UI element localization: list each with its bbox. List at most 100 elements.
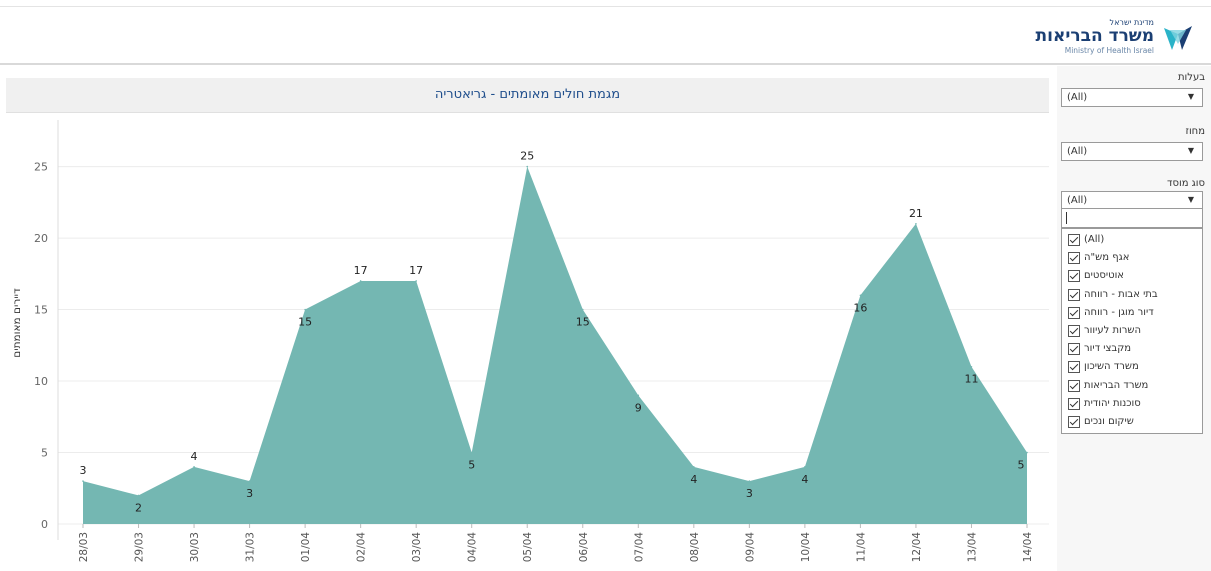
area-chart: 0 5 10 15 20 25 3 2 4 3 15 17 17 5 25 15 9 4 3 4 16 21 11 5 28/0…: [11, 120, 1049, 563]
data-point: [82, 480, 84, 482]
checkbox-checked-icon[interactable]: [1068, 397, 1080, 410]
filter-option-label: השרות לעיוור: [1084, 325, 1142, 336]
institution-type-filter-value: (All): [1067, 195, 1088, 206]
chevron-down-icon: ▼: [1187, 146, 1194, 155]
district-filter-select[interactable]: (All) ▼: [1061, 142, 1203, 161]
x-tick-label: 03/04: [411, 532, 423, 563]
ownership-filter-value: (All): [1067, 92, 1088, 103]
filter-option-label: מקבצי דיור: [1084, 343, 1132, 355]
checkbox-checked-icon[interactable]: [1068, 325, 1080, 337]
ministry-emblem-icon: [1164, 26, 1192, 50]
x-tick-label: 09/04: [744, 532, 756, 563]
x-tick-label: 28/03: [78, 532, 90, 562]
data-label: 21: [909, 207, 923, 220]
data-point: [693, 466, 695, 468]
filter-option-label: סוכנות יהודית: [1084, 397, 1141, 409]
ownership-filter-select[interactable]: (All) ▼: [1061, 88, 1203, 107]
checkbox-checked-icon[interactable]: [1068, 343, 1080, 356]
data-label: 4: [690, 473, 697, 486]
institution-type-options-list: (All) אגף מש"ה אוטיסטים בתי אבות - רווחה דיו…: [1061, 228, 1203, 434]
filter-option[interactable]: השרות לעיוור: [1065, 323, 1199, 341]
header-divider: [0, 63, 1211, 65]
x-tick-label: 11/04: [855, 532, 867, 563]
data-point: [581, 308, 584, 311]
x-tick-label: 30/03: [189, 532, 201, 562]
y-tick-label: 0: [41, 518, 48, 531]
checkbox-checked-icon[interactable]: [1068, 234, 1080, 246]
logo-ministry-name: משרד הבריאות: [1035, 26, 1154, 46]
filter-option[interactable]: אגף מש"ה: [1065, 250, 1199, 268]
filter-option-label: שיקום ונכים: [1084, 416, 1134, 427]
data-point: [470, 451, 473, 454]
data-point: [415, 280, 417, 282]
data-point: [193, 466, 195, 468]
data-label: 5: [1018, 459, 1025, 472]
checkbox-checked-icon[interactable]: [1068, 288, 1080, 301]
chart-title: מגמת חולים מאומתים - גריאטריה: [434, 87, 621, 102]
filter-option[interactable]: בתי אבות - רווחה: [1065, 287, 1199, 305]
chart-panel: מגמת חולים מאומתים - גריאטריה 0 5 10 15 20 25…: [6, 68, 1049, 571]
checkbox-checked-icon[interactable]: [1068, 379, 1080, 392]
filter-option-label: משרד הבריאות: [1084, 379, 1149, 391]
filter-option[interactable]: (All): [1065, 232, 1199, 250]
chevron-down-icon: ▼: [1187, 195, 1194, 204]
ownership-filter-label: בעלות: [1177, 72, 1205, 83]
data-label: 4: [191, 450, 198, 463]
x-tick-label: 02/04: [356, 532, 368, 563]
data-label: 17: [354, 264, 368, 277]
checkbox-checked-icon[interactable]: [1068, 252, 1080, 265]
x-tick-label: 06/04: [578, 532, 590, 563]
data-point: [304, 308, 306, 311]
logo-state-text: מדינת ישראל: [1109, 18, 1154, 27]
institution-type-filter-label: סוג מוסד: [1167, 178, 1205, 189]
data-label: 9: [635, 401, 642, 414]
filter-option-label: בתי אבות - רווחה: [1084, 288, 1158, 300]
data-point: [915, 222, 917, 225]
data-point: [248, 480, 251, 482]
x-tick-label: 04/04: [467, 532, 479, 563]
chart-title-bar: מגמת חולים מאומתים - גריאטריה: [6, 78, 1049, 113]
filter-option-label: (All): [1084, 234, 1105, 245]
chevron-down-icon: ▼: [1187, 92, 1194, 101]
data-point: [137, 494, 140, 497]
x-tick-label: 07/04: [633, 532, 645, 563]
data-label: 15: [576, 316, 590, 329]
checkbox-checked-icon[interactable]: [1068, 306, 1080, 319]
filter-option[interactable]: מקבצי דיור: [1065, 341, 1199, 359]
x-tick-label: 14/04: [1022, 532, 1034, 563]
filter-option[interactable]: משרד הבריאות: [1065, 378, 1199, 396]
checkbox-checked-icon[interactable]: [1068, 416, 1080, 428]
checkbox-checked-icon[interactable]: [1068, 270, 1080, 283]
data-point: [1026, 451, 1028, 454]
filter-option-label: דיור מוגן - רווחה: [1084, 306, 1154, 318]
data-label: 5: [468, 459, 475, 472]
top-divider: [0, 6, 1211, 7]
filter-option-label: אגף מש"ה: [1084, 252, 1130, 264]
data-label: 17: [409, 264, 423, 277]
filter-option[interactable]: דיור מוגן - רווחה: [1065, 305, 1199, 323]
data-label: 16: [853, 301, 867, 314]
data-point: [526, 165, 529, 168]
checkbox-checked-icon[interactable]: [1068, 361, 1080, 374]
data-label: 15: [298, 316, 312, 329]
data-point: [804, 466, 806, 468]
y-axis-title: דיירים מאומתים: [11, 288, 23, 358]
data-point: [859, 294, 862, 297]
x-tick-label: 31/03: [245, 532, 257, 562]
area-series: [83, 166, 1027, 524]
x-tick-label: 08/04: [689, 532, 701, 563]
data-label: 3: [80, 464, 87, 477]
data-point: [970, 365, 973, 368]
data-point: [359, 280, 362, 282]
filter-option[interactable]: שיקום ונכים: [1065, 414, 1199, 432]
institution-type-search-input[interactable]: [1061, 208, 1203, 228]
filter-panel: בעלות (All) ▼ מחוז (All) ▼ סוג מוסד (All…: [1057, 66, 1211, 571]
filter-option[interactable]: אוטיסטים: [1065, 268, 1199, 286]
logo-english-name: Ministry of Health Israel: [1064, 46, 1154, 55]
filter-option-label: אוטיסטים: [1084, 270, 1124, 282]
filter-option[interactable]: משרד השיכון: [1065, 359, 1199, 377]
filter-option[interactable]: סוכנות יהודית: [1065, 396, 1199, 414]
filter-option-label: משרד השיכון: [1084, 361, 1139, 373]
data-label: 25: [520, 150, 534, 163]
y-tick-label: 15: [34, 304, 48, 317]
